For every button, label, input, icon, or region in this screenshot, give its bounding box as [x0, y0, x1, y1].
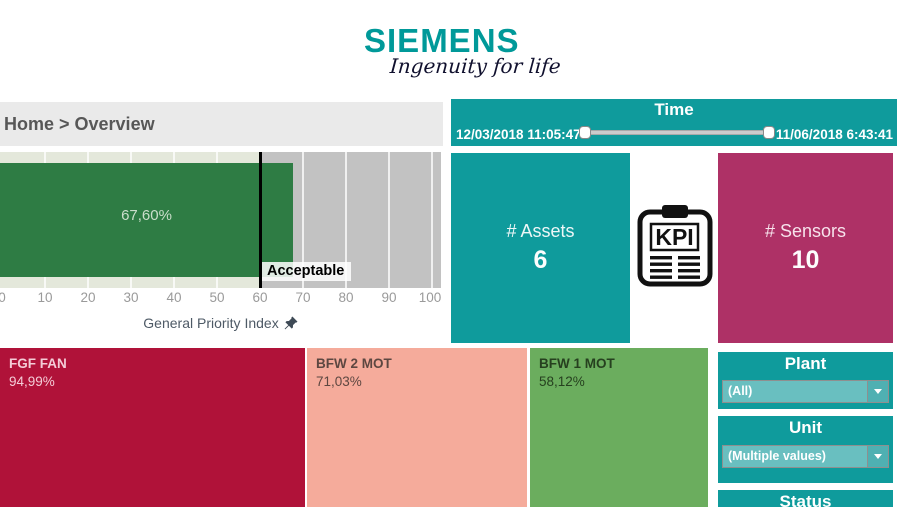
- breadcrumb: Home > Overview: [0, 102, 443, 146]
- axis-tick: 10: [37, 290, 53, 305]
- gridline: [302, 152, 304, 288]
- unit-filter-dropdown[interactable]: (Multiple values): [722, 445, 889, 468]
- slider-handle-right[interactable]: [763, 126, 775, 139]
- axis-tick: 40: [166, 290, 182, 305]
- chevron-down-icon[interactable]: [867, 381, 888, 402]
- axis-tick: 80: [338, 290, 354, 305]
- gpi-axis-label-row: General Priority Index: [0, 315, 441, 333]
- pushpin-icon[interactable]: [284, 316, 298, 333]
- time-range-slider[interactable]: [589, 130, 765, 135]
- plant-filter-dropdown[interactable]: (All): [722, 380, 889, 403]
- chevron-down-icon[interactable]: [867, 446, 888, 467]
- general-priority-index-chart: 67,60% Acceptable 0 10 20 30 40 50 60 70…: [0, 152, 441, 340]
- unit-filter-value: (Multiple values): [728, 449, 826, 463]
- axis-tick: 90: [381, 290, 397, 305]
- breadcrumb-text: Home > Overview: [4, 113, 155, 134]
- gridline: [431, 152, 433, 288]
- axis-tick: 70: [295, 290, 311, 305]
- gridline: [388, 152, 390, 288]
- axis-tick: 20: [80, 290, 96, 305]
- assets-kpi-card: # Assets 6: [451, 153, 630, 343]
- plant-filter-panel: Plant (All): [718, 352, 893, 409]
- gpi-reference-line: [259, 152, 262, 288]
- axis-tick: 50: [209, 290, 225, 305]
- tile-value: 58,12%: [539, 374, 585, 389]
- kpi-clipboard-icon: KPI: [635, 202, 715, 295]
- tile-value: 71,03%: [316, 374, 362, 389]
- assets-value: 6: [533, 246, 548, 274]
- siemens-logo: SIEMENS: [364, 22, 520, 59]
- siemens-tagline: Ingenuity for life: [389, 54, 562, 78]
- time-range-start: 12/03/2018 11:05:47: [456, 127, 581, 142]
- tile-name: FGF FAN: [9, 356, 67, 371]
- axis-tick: 30: [123, 290, 139, 305]
- time-range-end: 11/06/2018 6:43:41: [775, 127, 893, 142]
- unit-filter-title: Unit: [788, 418, 823, 437]
- axis-tick: 0: [0, 290, 6, 305]
- gpi-axis: 0 10 20 30 40 50 60 70 80 90 100: [0, 290, 441, 308]
- treemap-tile-bfw-1-mot[interactable]: BFW 1 MOT 58,12%: [530, 348, 708, 507]
- tile-name: BFW 1 MOT: [539, 356, 615, 371]
- status-filter-panel: Status: [718, 490, 893, 507]
- slider-handle-left[interactable]: [579, 126, 591, 139]
- plant-filter-value: (All): [728, 384, 753, 398]
- treemap-tile-fgf-fan[interactable]: FGF FAN 94,99%: [0, 348, 305, 507]
- assets-label: # Assets: [506, 221, 575, 241]
- treemap-tile-bfw-2-mot[interactable]: BFW 2 MOT 71,03%: [307, 348, 527, 507]
- tile-name: BFW 2 MOT: [316, 356, 392, 371]
- time-panel-title: Time: [654, 100, 694, 119]
- gridline: [345, 152, 347, 288]
- gpi-threshold-label: Acceptable: [262, 262, 352, 281]
- unit-filter-panel: Unit (Multiple values): [718, 416, 893, 483]
- plant-filter-title: Plant: [784, 354, 827, 373]
- axis-tick: 60: [252, 290, 268, 305]
- axis-tick: 100: [418, 290, 442, 305]
- gpi-axis-label: General Priority Index: [143, 315, 279, 331]
- gpi-plot-area: 67,60% Acceptable: [0, 152, 441, 288]
- time-filter-panel: Time 12/03/2018 11:05:47 11/06/2018 6:43…: [451, 99, 897, 146]
- gpi-value-bar[interactable]: 67,60%: [0, 163, 293, 277]
- status-filter-title: Status: [779, 492, 832, 507]
- gpi-value-label: 67,60%: [121, 207, 172, 224]
- sensors-value: 10: [791, 246, 820, 274]
- sensors-kpi-card: # Sensors 10: [718, 153, 893, 343]
- svg-text:KPI: KPI: [655, 224, 693, 250]
- sensors-label: # Sensors: [764, 221, 847, 241]
- tile-value: 94,99%: [9, 374, 55, 389]
